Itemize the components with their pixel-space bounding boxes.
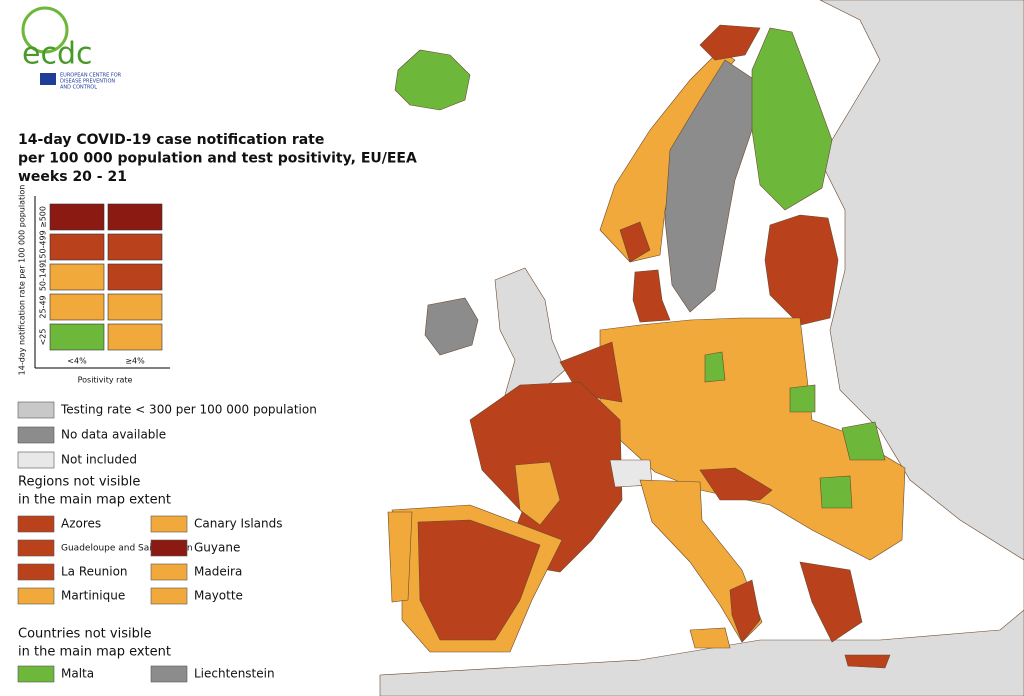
section-heading: Regions not visible bbox=[18, 475, 140, 490]
matrix-cell bbox=[107, 293, 163, 321]
legend-label: Canary Islands bbox=[194, 517, 283, 531]
logo-globe bbox=[21, 6, 69, 54]
section-heading: in the main map extent bbox=[18, 645, 171, 660]
sweden bbox=[664, 59, 756, 313]
legend-label: Azores bbox=[61, 517, 101, 531]
legend-swatch bbox=[17, 665, 55, 683]
title: per 100 000 population and test positivi… bbox=[18, 151, 417, 167]
north-norway bbox=[699, 24, 761, 61]
green-region-1 bbox=[704, 351, 726, 383]
greece bbox=[799, 561, 863, 643]
logo-subtitle: AND CONTROL bbox=[60, 85, 97, 91]
legend-swatch bbox=[17, 515, 55, 533]
portugal bbox=[387, 511, 413, 603]
legend-label: No data available bbox=[61, 428, 166, 442]
legend-label: La Reunion bbox=[61, 565, 128, 579]
uk bbox=[494, 267, 566, 396]
south-norway bbox=[619, 221, 651, 263]
legend-swatch bbox=[17, 539, 55, 557]
logo-subtitle: DISEASE PREVENTION bbox=[60, 79, 115, 85]
logo-subtitle: EUROPEAN CENTRE FOR bbox=[60, 73, 122, 79]
x-axis-label: Positivity rate bbox=[78, 376, 133, 385]
finland bbox=[751, 27, 833, 211]
crete bbox=[844, 654, 891, 669]
row-label: ≥500 bbox=[39, 206, 48, 228]
green-region-3 bbox=[841, 421, 886, 461]
legend-label: Guyane bbox=[194, 541, 240, 555]
spain-red bbox=[417, 519, 541, 641]
row-label: 25-49 bbox=[39, 295, 48, 318]
legend-swatch bbox=[17, 563, 55, 581]
row-label: 50-149 bbox=[39, 263, 48, 291]
matrix-cell bbox=[49, 233, 105, 261]
matrix-cell bbox=[49, 263, 105, 291]
croatia bbox=[699, 467, 773, 501]
legend-label: Madeira bbox=[194, 565, 242, 579]
legend-swatch bbox=[150, 515, 188, 533]
legend-label: Mayotte bbox=[194, 589, 243, 603]
iceland bbox=[394, 49, 471, 111]
legend-swatch bbox=[150, 563, 188, 581]
legend-label: Guadeloupe and Saint Martin bbox=[61, 544, 193, 554]
column-label: ≥4% bbox=[125, 357, 145, 366]
title: 14-day COVID-19 case notification rate bbox=[18, 132, 324, 148]
legend-label: Testing rate < 300 per 100 000 populatio… bbox=[60, 403, 317, 417]
legend-swatch bbox=[150, 665, 188, 683]
row-label: <25 bbox=[39, 329, 48, 346]
denmark bbox=[632, 269, 671, 323]
legend-swatch bbox=[17, 426, 55, 444]
france-orange bbox=[514, 461, 561, 526]
matrix-cell bbox=[49, 203, 105, 231]
matrix-cell bbox=[49, 293, 105, 321]
matrix-cell bbox=[107, 233, 163, 261]
y-axis-label: 14-day notification rate per 100 000 pop… bbox=[18, 185, 27, 376]
section-heading: in the main map extent bbox=[18, 493, 171, 508]
legend-swatch bbox=[150, 539, 188, 557]
green-region-4 bbox=[819, 475, 853, 509]
legend-label: Malta bbox=[61, 667, 94, 681]
ireland bbox=[424, 297, 479, 356]
legend-label: Not included bbox=[61, 453, 137, 467]
title: weeks 20 - 21 bbox=[18, 169, 127, 185]
legend-swatch bbox=[17, 451, 55, 469]
matrix-cell bbox=[107, 203, 163, 231]
legend-swatch bbox=[150, 587, 188, 605]
legend-label: Martinique bbox=[61, 589, 125, 603]
green-region-2 bbox=[789, 384, 816, 413]
matrix-cell bbox=[107, 323, 163, 351]
legend-swatch bbox=[17, 401, 55, 419]
column-label: <4% bbox=[67, 357, 87, 366]
matrix-cell bbox=[107, 263, 163, 291]
row-label: 150-499 bbox=[39, 230, 48, 263]
south-italy bbox=[729, 579, 761, 643]
sicily bbox=[689, 627, 731, 649]
legend-swatch bbox=[17, 587, 55, 605]
map bbox=[379, 0, 1024, 696]
matrix-cell bbox=[49, 323, 105, 351]
baltics bbox=[764, 214, 839, 326]
section-heading: Countries not visible bbox=[18, 627, 151, 642]
legend-label: Liechtenstein bbox=[194, 667, 275, 681]
logo-name: ecdc bbox=[22, 37, 93, 72]
eu-flag bbox=[40, 73, 56, 85]
